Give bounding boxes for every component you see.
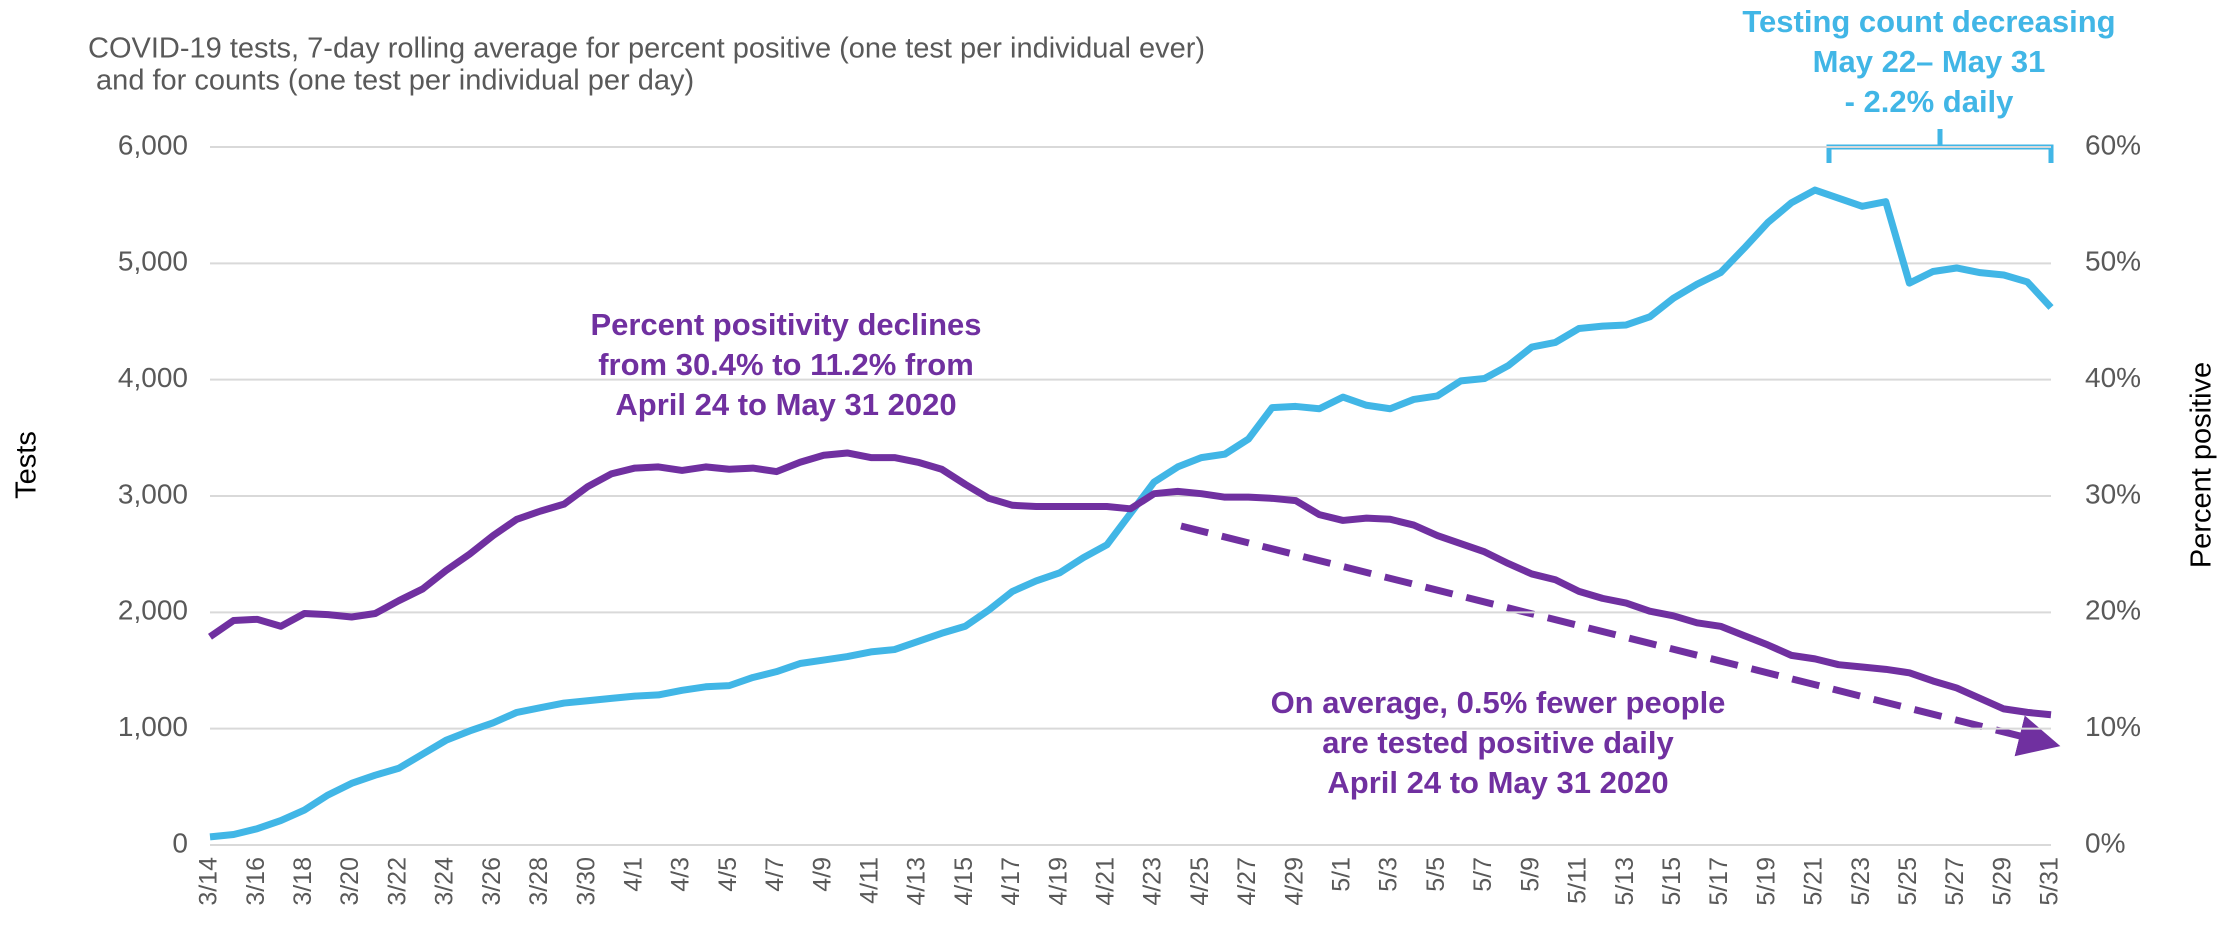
annotation: Percent positivity declines: [590, 307, 981, 342]
x-tick-label: 3/26: [478, 857, 506, 906]
x-tick-label: 3/18: [289, 857, 317, 906]
x-tick-label: 4/17: [997, 857, 1025, 906]
x-tick-label: 5/5: [1422, 857, 1450, 892]
y2-tick-label: 30%: [2085, 478, 2141, 509]
y2-tick-label: 10%: [2085, 711, 2141, 742]
x-tick-label: 4/11: [855, 857, 883, 904]
x-tick-label: 3/30: [572, 857, 600, 906]
x-tick-label: 3/28: [525, 857, 553, 906]
y2-axis-label: Percent positive: [2186, 362, 2218, 568]
y2-tick-label: 40%: [2085, 362, 2141, 393]
annotation: On average, 0.5% fewer people: [1271, 685, 1726, 720]
x-tick-label: 3/22: [383, 857, 411, 906]
annotation: April 24 to May 31 2020: [1327, 765, 1668, 800]
annotation: April 24 to May 31 2020: [615, 387, 956, 422]
x-tick-label: 4/13: [903, 857, 931, 906]
x-tick-label: 5/15: [1658, 857, 1686, 906]
x-tick-label: 4/25: [1186, 857, 1214, 906]
y2-tick-label: 0%: [2085, 827, 2125, 858]
y-tick-label: 2,000: [118, 595, 188, 626]
x-tick-label: 3/20: [336, 857, 364, 906]
x-tick-label: 5/13: [1611, 857, 1639, 906]
x-tick-label: 4/5: [714, 857, 742, 892]
x-tick-label: 4/23: [1139, 857, 1167, 906]
y-tick-label: 1,000: [118, 711, 188, 742]
chart-title: and for counts (one test per individual …: [88, 65, 694, 97]
annotation: May 22– May 31: [1813, 44, 2046, 79]
y-tick-label: 0: [172, 827, 188, 858]
x-tick-label: 4/1: [619, 857, 647, 892]
x-tick-label: 4/27: [1233, 857, 1261, 906]
x-tick-label: 3/14: [195, 857, 223, 906]
y-tick-label: 5,000: [118, 246, 188, 277]
x-tick-label: 5/1: [1328, 857, 1356, 892]
x-tick-label: 4/19: [1044, 857, 1072, 906]
x-tick-label: 5/27: [1941, 857, 1969, 906]
chart-title: COVID-19 tests, 7-day rolling average fo…: [88, 33, 1205, 65]
y-tick-label: 6,000: [118, 129, 188, 160]
x-tick-label: 5/25: [1894, 857, 1922, 906]
x-tick-label: 5/29: [1988, 857, 2016, 906]
series-line: [209, 186, 2054, 841]
y-tick-label: 3,000: [118, 478, 188, 509]
x-tick-label: 5/11: [1564, 857, 1592, 904]
annotation: Testing count decreasing: [1742, 4, 2115, 39]
x-tick-label: 5/7: [1469, 857, 1497, 892]
x-tick-label: 5/23: [1847, 857, 1875, 906]
annotation: - 2.2% daily: [1845, 84, 2015, 119]
x-tick-label: 5/17: [1705, 857, 1733, 906]
x-tick-label: 5/3: [1375, 857, 1403, 892]
y2-tick-label: 20%: [2085, 595, 2141, 626]
x-tick-label: 5/19: [1752, 857, 1780, 906]
x-tick-label: 4/7: [761, 857, 789, 892]
y-axis-label: Tests: [11, 431, 43, 499]
x-tick-label: 5/9: [1516, 857, 1544, 892]
x-tick-label: 4/9: [808, 857, 836, 892]
trend-arrow: [1180, 522, 2061, 757]
x-tick-label: 4/21: [1092, 857, 1120, 906]
x-tick-label: 4/15: [950, 857, 978, 906]
y-tick-label: 4,000: [118, 362, 188, 393]
x-tick-label: 4/3: [667, 857, 695, 892]
y2-tick-label: 60%: [2085, 129, 2141, 160]
annotation: are tested positive daily: [1322, 725, 1674, 760]
x-tick-label: 5/21: [1800, 857, 1828, 906]
x-tick-label: 4/29: [1280, 857, 1308, 906]
y2-tick-label: 50%: [2085, 246, 2141, 277]
x-tick-label: 3/24: [431, 857, 459, 906]
x-tick-label: 3/16: [242, 857, 270, 906]
x-tick-label: 5/31: [2036, 857, 2064, 906]
series-line: [208, 449, 2052, 719]
annotation: from 30.4% to 11.2% from: [598, 347, 974, 382]
